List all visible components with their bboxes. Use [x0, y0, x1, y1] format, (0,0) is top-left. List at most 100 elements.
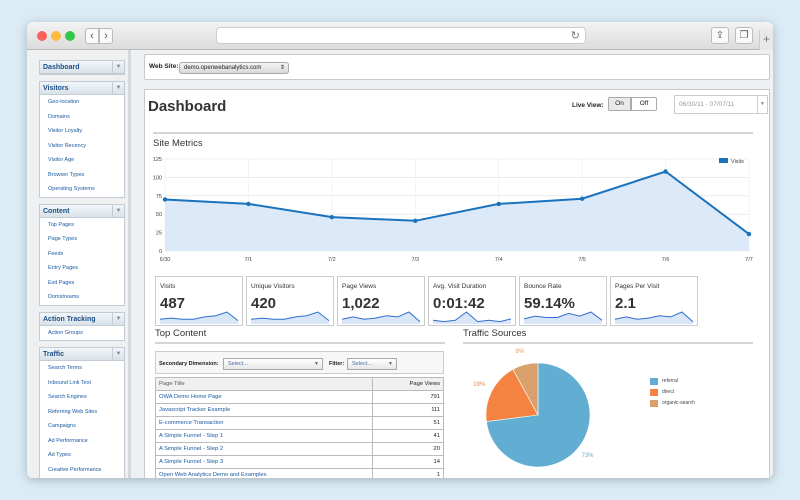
data-point[interactable] [162, 197, 168, 202]
metric-card-page-views[interactable]: Page Views 1,022 [337, 276, 425, 326]
sidebar-section-header-action-tracking[interactable]: Action Tracking ▼ [40, 312, 124, 326]
table-row: Javascript Tracker Example 111 [155, 403, 445, 417]
sidebar-item-referring-web-sites[interactable]: Referring Web Sites [48, 408, 98, 415]
close-window-button[interactable] [37, 31, 47, 41]
sidebar-item-campaigns[interactable]: Campaigns [48, 423, 76, 429]
sidebar-item-top-pages[interactable]: Top Pages [48, 221, 74, 228]
page-title-link[interactable]: A Simple Funnel - Step 2 [159, 446, 224, 452]
data-point[interactable] [413, 218, 418, 224]
data-point[interactable] [746, 231, 752, 237]
sparkline-area [433, 312, 511, 324]
live-view-on-button[interactable]: On [608, 97, 631, 111]
page-views-cell: 20 [371, 442, 445, 456]
sidebar-nav: Dashboard ▼ Visitors ▼ Geo-location Domains Vi… [39, 60, 125, 478]
site-metrics-title: Site Metrics [153, 138, 203, 149]
sidebar-item-domstreams[interactable]: Domstreams [48, 294, 80, 300]
sidebar-item-creative-performance[interactable]: Creative Performance [48, 466, 102, 473]
page-title-link[interactable]: E-commerce Transaction [159, 420, 224, 426]
y-tick-label: 125 [153, 157, 162, 163]
date-range-picker[interactable]: 06/30/11 - 07/07/11 ▼ [674, 95, 768, 114]
sidebar-section-header-visitors[interactable]: Visitors ▼ [40, 82, 124, 95]
column-header-page-title[interactable]: Page Title [155, 377, 373, 391]
collapse-arrow-icon[interactable]: ▼ [112, 312, 124, 325]
sidebar-item-inbound-link-text[interactable]: Inbound Link Text [48, 379, 92, 386]
collapse-arrow-icon[interactable]: ▼ [112, 348, 124, 360]
new-tab-button[interactable]: + [759, 30, 773, 50]
data-point[interactable] [329, 214, 335, 220]
pie-slice-direct[interactable] [485, 368, 539, 422]
legend-label: referral [662, 378, 678, 384]
sidebar-item-feeds[interactable]: Feeds [48, 250, 64, 257]
collapse-arrow-icon[interactable]: ▼ [112, 82, 124, 94]
page-title-link[interactable]: A Simple Funnel - Step 3 [159, 459, 224, 465]
sidebar-item-ad-performance[interactable]: Ad Performance [48, 437, 88, 444]
reload-icon[interactable]: ↻ [570, 30, 580, 42]
data-point[interactable] [496, 201, 501, 207]
data-point[interactable] [246, 201, 251, 207]
legend-swatch [650, 400, 658, 407]
x-tick-label: 7/4 [495, 257, 503, 263]
page-title-link[interactable]: Open Web Analytics Demo and Examples [159, 472, 267, 478]
website-select[interactable]: demo.openwebanalytics.com ⇕ [179, 62, 289, 74]
collapse-arrow-icon[interactable]: ▼ [112, 204, 124, 217]
pie-legend: referral direct organic-search [650, 378, 695, 411]
metric-card-bounce-rate[interactable]: Bounce Rate 59.14% [519, 276, 607, 326]
metric-label: Page Views [342, 283, 377, 290]
data-point[interactable] [663, 169, 668, 174]
sparkline-line [614, 311, 694, 323]
x-tick-label: 7/6 [662, 257, 670, 263]
address-bar[interactable]: ↻ [216, 27, 586, 44]
secondary-dimension-select[interactable]: Select... ▼ [223, 358, 323, 370]
divider [463, 342, 753, 344]
sidebar-item-search-terms[interactable]: Search Terms [48, 365, 82, 371]
sidebar-item-entry-pages[interactable]: Entry Pages [48, 265, 78, 271]
sidebar-item-visitor-age[interactable]: Visitor Age [48, 157, 75, 163]
show-tabs-button[interactable]: ❐ [735, 27, 753, 44]
filter-select[interactable]: Select... ▼ [347, 358, 397, 370]
share-button[interactable]: ⇪ [711, 27, 729, 44]
sidebar-item-operating-systems[interactable]: Operating Systems [48, 186, 95, 192]
table-row: A Simple Funnel - Step 3 14 [155, 455, 445, 469]
live-view-off-button[interactable]: Off [631, 97, 657, 111]
sidebar-item-exit-pages[interactable]: Exit Pages [48, 279, 75, 286]
sidebar-section-title: Traffic [43, 351, 65, 358]
sidebar-divider[interactable] [128, 50, 131, 478]
sidebar-section-header-traffic[interactable]: Traffic ▼ [40, 348, 124, 361]
sidebar-item-geo-location[interactable]: Geo-location [48, 99, 80, 105]
page-title-link[interactable]: OWA Demo Home Page [159, 394, 222, 400]
sidebar-section-content: Content ▼ Top Pages Page Types Feeds Entry Pa… [39, 203, 125, 306]
zoom-window-button[interactable] [65, 31, 75, 41]
browser-titlebar: ‹ › ↻ ⇪ ❐ + [27, 22, 773, 50]
page-title-link[interactable]: A Simple Funnel - Step 1 [159, 433, 224, 439]
sidebar-item-visitor-recency[interactable]: Visitor Recency [48, 142, 87, 149]
forward-button[interactable]: › [99, 28, 113, 44]
data-point[interactable] [579, 196, 585, 201]
divider [155, 342, 445, 344]
x-tick-label: 7/3 [411, 257, 419, 263]
metric-label: Bounce Rate [524, 283, 562, 290]
sidebar-section-header-dashboard[interactable]: Dashboard ▼ [40, 61, 124, 74]
sidebar-item-domains[interactable]: Domains [48, 113, 70, 120]
metric-card-visits[interactable]: Visits 487 [155, 276, 243, 326]
browser-window: ‹ › ↻ ⇪ ❐ + Dashboard ▼ Visitors ▼ Geo-locat… [27, 22, 773, 478]
pie-percent-label: 19% [473, 381, 486, 388]
sidebar-section-dashboard: Dashboard ▼ [39, 60, 125, 75]
sidebar-item-visitor-loyalty[interactable]: Visitor Loyalty [48, 128, 83, 134]
page-title-link[interactable]: Javascript Tracker Example [159, 407, 231, 413]
collapse-arrow-icon[interactable]: ▼ [112, 61, 124, 73]
metric-card-pages-per-visit[interactable]: Pages Per Visit 2.1 [610, 276, 698, 326]
sidebar-item-browser-types[interactable]: Browser Types [48, 171, 85, 178]
pie-slice-organic-search[interactable] [512, 362, 539, 416]
sidebar-item-ad-types[interactable]: Ad Types [48, 452, 71, 458]
sidebar-section-title: Visitors [43, 85, 69, 92]
metric-card-avg-visit-duration[interactable]: Avg. Visit Duration 0:01:42 [428, 276, 516, 326]
sidebar-item-action-groups[interactable]: Action Groups [48, 329, 83, 336]
back-button[interactable]: ‹ [85, 28, 99, 44]
sidebar-item-attribution-history[interactable]: Attribution History [40, 477, 124, 478]
sidebar-item-page-types[interactable]: Page Types [48, 236, 77, 242]
minimize-window-button[interactable] [51, 31, 61, 41]
sidebar-section-header-content[interactable]: Content ▼ [40, 204, 124, 218]
metric-card-unique-visitors[interactable]: Unique Visitors 420 [246, 276, 334, 326]
sidebar-item-search-engines[interactable]: Search Engines [48, 394, 87, 400]
column-header-page-views[interactable]: Page Views [371, 377, 445, 391]
